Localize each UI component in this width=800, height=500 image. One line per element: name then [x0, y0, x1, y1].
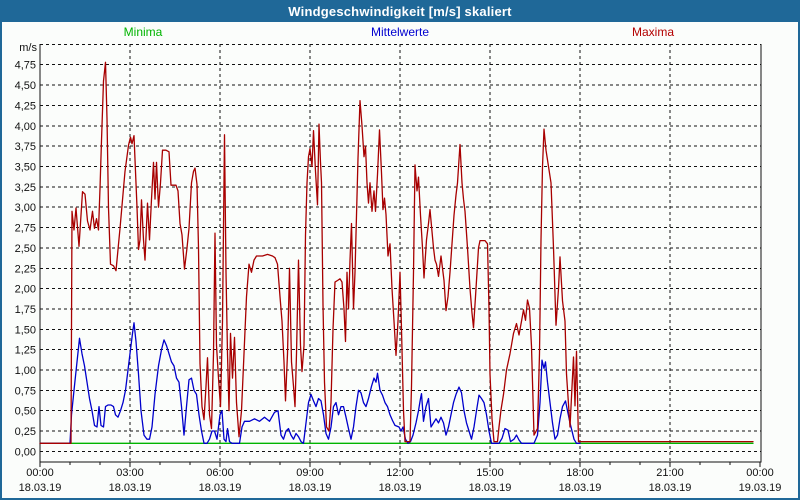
x-tick-date: 18.03.19	[289, 482, 332, 494]
y-tick-label: 0,00	[15, 446, 36, 458]
y-tick-label: 2,25	[15, 263, 36, 275]
x-tick-date: 18.03.19	[19, 482, 62, 494]
x-tick-time: 15:00	[476, 467, 504, 479]
series-maxima	[39, 61, 754, 444]
y-tick-label: 3,75	[15, 141, 36, 153]
y-tick-label: 4,75	[15, 60, 36, 72]
x-tick-time: 09:00	[296, 467, 324, 479]
legend: Minima Mittelwerte Maxima	[0, 25, 800, 43]
x-tick-date: 18.03.19	[469, 482, 512, 494]
x-tick-date: 18.03.19	[649, 482, 692, 494]
x-tick-date: 18.03.19	[109, 482, 152, 494]
y-tick-label: 4,00	[15, 121, 36, 133]
y-tick-label: 3,25	[15, 182, 36, 194]
legend-mittelwerte: Mittelwerte	[370, 25, 430, 39]
y-tick-label: 4,25	[15, 100, 36, 112]
title-bar: Windgeschwindigkeit [m/s] skaliert	[0, 0, 800, 22]
gridlines	[40, 43, 761, 462]
x-tick-time: 21:00	[656, 467, 684, 479]
x-axis-ticks	[39, 462, 761, 467]
window-title: Windgeschwindigkeit [m/s] skaliert	[288, 3, 512, 19]
y-tick-label: 0,50	[15, 406, 36, 418]
x-tick-time: 03:00	[116, 467, 144, 479]
y-tick-label: 0,75	[15, 385, 36, 397]
y-tick-label: 1,00	[15, 365, 36, 377]
x-tick-date: 18.03.19	[199, 482, 242, 494]
x-tick-time: 12:00	[386, 467, 414, 479]
x-tick-time: 00:00	[746, 467, 774, 479]
series-mittelwerte	[39, 322, 581, 444]
legend-maxima: Maxima	[631, 25, 675, 39]
y-tick-label: 1,75	[15, 304, 36, 316]
x-tick-time: 06:00	[206, 467, 234, 479]
y-tick-label: 4,50	[15, 80, 36, 92]
legend-minima: Minima	[123, 25, 163, 39]
x-tick-date: 18.03.19	[559, 482, 602, 494]
y-tick-label: 2,00	[15, 284, 36, 296]
y-tick-label: 0,25	[15, 426, 36, 438]
y-tick-label: 3,50	[15, 162, 36, 174]
x-tick-time: 00:00	[26, 467, 54, 479]
y-tick-label: 1,50	[15, 324, 36, 336]
x-tick-date: 19.03.19	[739, 482, 782, 494]
y-tick-label: 2,50	[15, 243, 36, 255]
x-tick-date: 18.03.19	[379, 482, 422, 494]
y-tick-label: 2,75	[15, 223, 36, 235]
y-tick-label: 1,25	[15, 345, 36, 357]
x-tick-time: 18:00	[566, 467, 594, 479]
y-tick-label: 3,00	[15, 202, 36, 214]
y-axis-unit: m/s	[19, 42, 37, 54]
